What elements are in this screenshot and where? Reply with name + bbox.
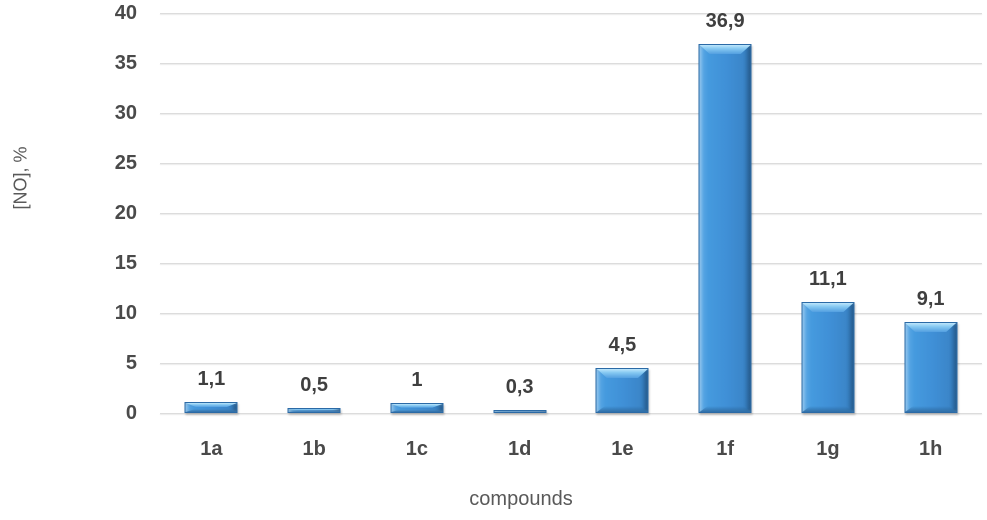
y-tick-label: 20	[114, 202, 137, 224]
x-tick-label: 1c	[405, 438, 428, 460]
bar-1e	[595, 368, 649, 413]
y-tick-label: 35	[114, 52, 137, 74]
bar-slot: 1,1	[160, 13, 263, 413]
bar-value-label: 0,3	[505, 376, 534, 398]
bar-slot: 0,3	[468, 13, 571, 413]
bar-1c	[390, 403, 444, 413]
x-axis-title: compounds	[469, 488, 573, 510]
gridline	[160, 13, 982, 14]
bar-value-label: 9,1	[916, 288, 945, 310]
gridline	[160, 163, 982, 164]
bar-slot: 1	[366, 13, 469, 413]
bar-1f	[698, 44, 752, 413]
x-tick-label: 1h	[918, 438, 943, 460]
gridline	[160, 63, 982, 64]
bar-slot: 0,5	[263, 13, 366, 413]
bar-value-label: 36,9	[705, 10, 745, 32]
y-tick-label: 15	[114, 252, 137, 274]
bar-value-label: 4,5	[608, 334, 637, 356]
y-tick-label: 10	[114, 302, 137, 324]
y-tick-label: 5	[125, 352, 137, 374]
gridline	[160, 263, 982, 264]
bar-slot: 11,1	[777, 13, 880, 413]
gridline	[160, 113, 982, 114]
gridline	[160, 313, 982, 314]
bar-value-label: 1,1	[197, 368, 226, 390]
y-tick-label: 0	[125, 402, 137, 424]
plot-area: 1,1 0,5 1 0,3 4,5 36,9 11,1 9,1	[160, 10, 982, 414]
x-tick-label: 1a	[200, 438, 223, 460]
bar-slot: 4,5	[571, 13, 674, 413]
bar-1b	[287, 408, 341, 413]
bar-slot: 9,1	[879, 13, 982, 413]
y-axis-ticks: 40 35 30 25 20 15 10 5 0	[0, 0, 137, 520]
gridline	[160, 213, 982, 214]
bar-value-label: 11,1	[808, 268, 847, 290]
bar-1h	[904, 322, 958, 413]
x-tick-label: 1f	[716, 438, 735, 460]
gridline	[160, 363, 982, 364]
bar-1a	[184, 402, 238, 413]
x-tick-label: 1d	[507, 438, 532, 460]
x-tick-label: 1g	[816, 438, 840, 460]
y-tick-label: 25	[114, 152, 137, 174]
bar-value-label: 1	[411, 369, 423, 391]
bar-1g	[801, 302, 855, 413]
y-tick-label: 40	[114, 2, 137, 24]
bar-value-label: 0,5	[300, 374, 329, 396]
bar-1d	[493, 410, 547, 413]
bar-slot: 36,9	[674, 10, 777, 413]
x-tick-label: 1b	[302, 438, 326, 460]
y-tick-label: 30	[114, 102, 137, 124]
gridline	[160, 413, 982, 414]
x-tick-label: 1e	[611, 438, 634, 460]
